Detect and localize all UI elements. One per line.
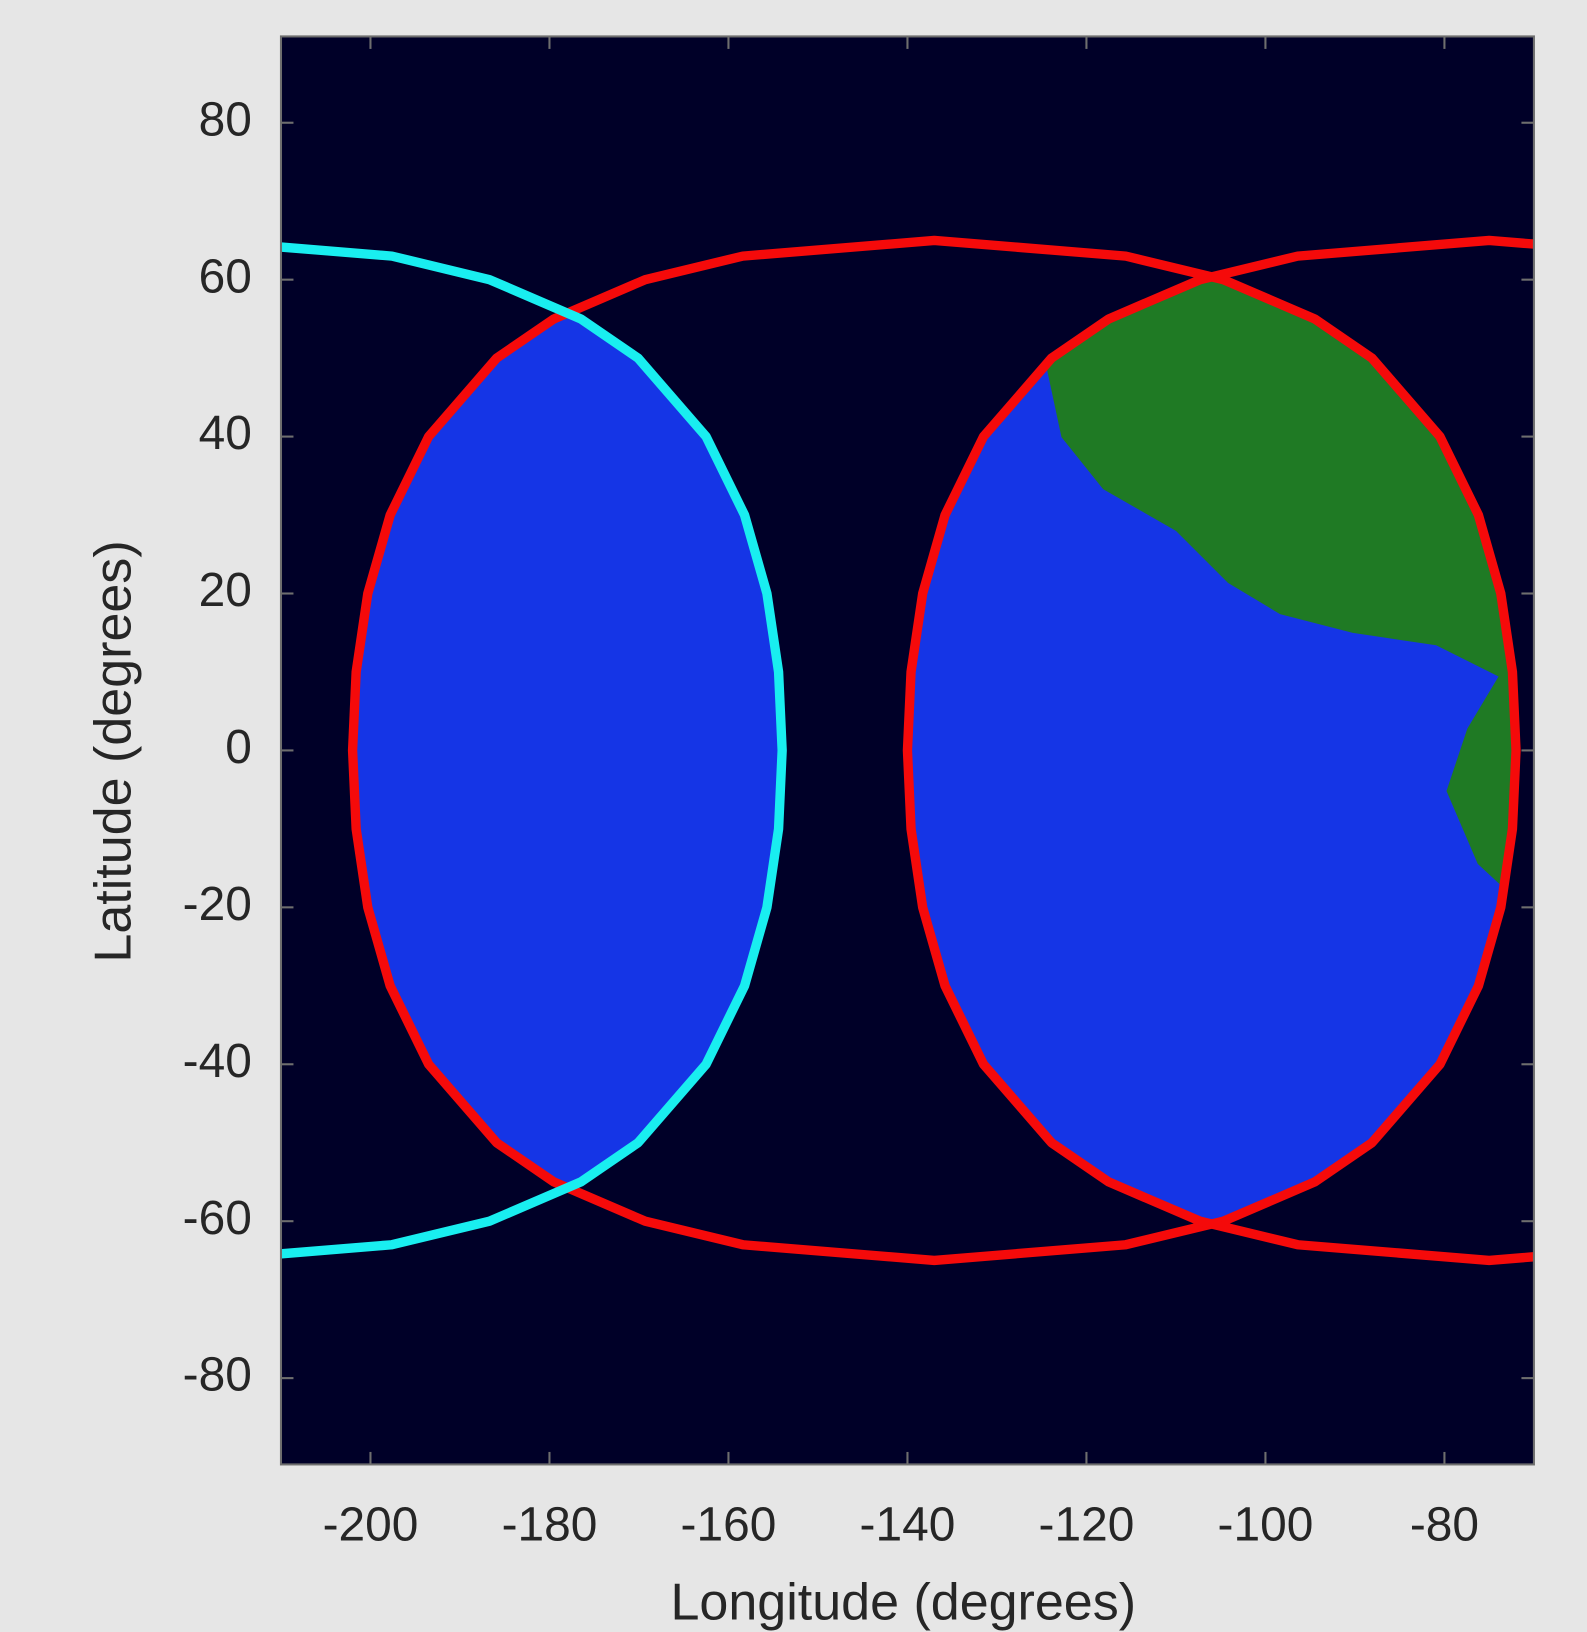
y-tick-label: 60 bbox=[199, 250, 252, 303]
x-tick-label: -180 bbox=[502, 1499, 598, 1552]
y-tick-label: 0 bbox=[225, 721, 252, 774]
x-tick-label: -160 bbox=[681, 1499, 777, 1552]
x-tick-label: -140 bbox=[860, 1499, 956, 1552]
y-tick-label: 80 bbox=[199, 93, 252, 146]
y-tick-label: -20 bbox=[183, 878, 252, 931]
x-axis-label: Longitude (degrees) bbox=[671, 1574, 1137, 1632]
y-tick-label: -40 bbox=[183, 1035, 252, 1088]
chart: Longitude (degrees) Latitude (degrees) -… bbox=[0, 0, 1587, 1632]
x-tick-label: -100 bbox=[1218, 1499, 1314, 1552]
x-tick-label: -120 bbox=[1039, 1499, 1135, 1552]
y-axis-label: Latitude (degrees) bbox=[84, 540, 142, 962]
x-tick-label: -200 bbox=[323, 1499, 419, 1552]
y-tick-label: -60 bbox=[183, 1192, 252, 1245]
y-tick-label: -80 bbox=[183, 1349, 252, 1402]
y-tick-label: 20 bbox=[199, 564, 252, 617]
page: {"chart_data": { "type": "line", "xlabel… bbox=[0, 0, 1587, 1632]
x-tick-label: -80 bbox=[1410, 1499, 1479, 1552]
y-tick-label: 40 bbox=[199, 407, 252, 460]
